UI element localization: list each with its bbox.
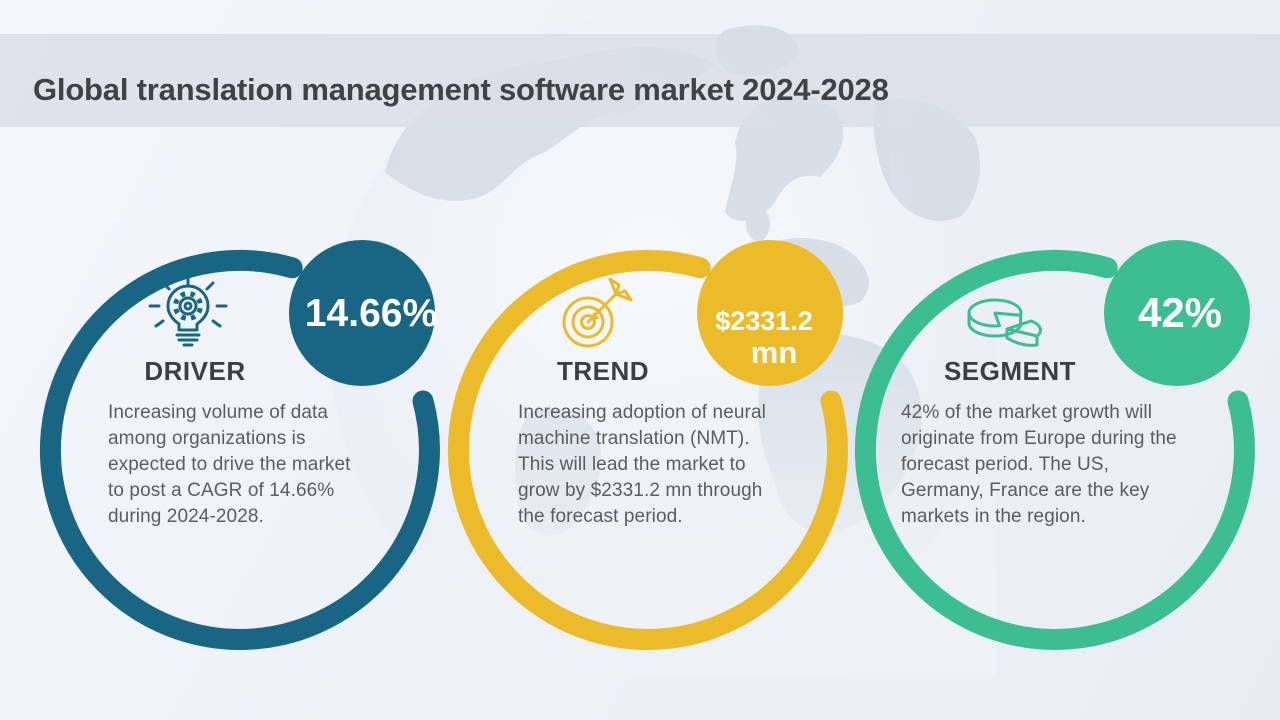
lightbulb-gear-icon — [148, 274, 228, 347]
stat-value: 42% — [1137, 289, 1223, 336]
pie-chart-icon — [967, 298, 1042, 347]
stat-value: 14.66% — [304, 291, 438, 335]
card-description: Increasing adoption of neural machine tr… — [518, 402, 766, 527]
stat-value: $2331.2 — [715, 306, 813, 336]
card-segment: 42% SEGMENT 42% of the market growth wil… — [835, 238, 1275, 714]
segment-stat-badge: 42% — [1104, 240, 1250, 386]
card-heading: TREND — [556, 356, 650, 386]
card-trend: $2331.2 mn TREND Increasing adoption of … — [428, 238, 868, 714]
card-heading: DRIVER — [144, 356, 246, 386]
target-arrow-icon — [562, 277, 633, 348]
card-heading: SEGMENT — [943, 356, 1077, 386]
card-description: Increasing volume of data among organiza… — [108, 402, 351, 527]
card-driver: 14.66% DRIVER Increasing volume of data … — [20, 238, 460, 714]
card-description: 42% of the market growth will originate … — [901, 402, 1177, 527]
stat-unit: mn — [750, 335, 798, 370]
